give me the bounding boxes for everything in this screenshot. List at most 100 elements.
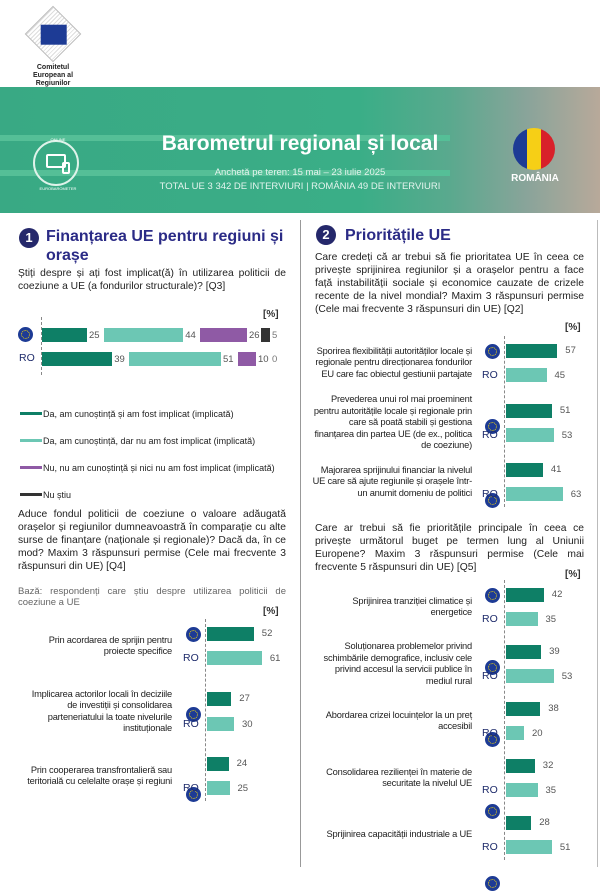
q2-chart: Sporirea flexibilității autorităților lo… [313, 336, 582, 508]
eu-bar [506, 404, 552, 418]
fieldwork-dates: Anchetă pe teren: 15 mai – 23 iulie 2025 [214, 167, 386, 178]
eu-value: 52 [261, 628, 273, 639]
bar-value: 0 [272, 354, 278, 365]
ro-value: 35 [545, 785, 557, 796]
ro-value: 25 [237, 783, 249, 794]
eu-flag-icon [186, 787, 201, 802]
ro-bar [506, 840, 552, 854]
legend-label: Nu, nu am cunoștință și nici nu am fost … [43, 462, 275, 473]
ro-value: 20 [532, 728, 543, 739]
q3-unit: [%] [263, 309, 279, 320]
ro-bar [506, 669, 554, 683]
item-label: Consolidarea rezilienței în materie de s… [326, 766, 472, 789]
ro-label: RO [183, 782, 199, 794]
eu-flag-icon [485, 732, 500, 747]
item-label: Implicarea actorilor locali în deciziile… [31, 688, 172, 734]
eu-flag-icon [186, 707, 201, 722]
badge-bottom-text: EUROBAROMETER [39, 186, 77, 191]
ro-label: RO [482, 488, 498, 500]
eu-value: 41 [550, 464, 562, 475]
eu-value: 27 [239, 693, 250, 704]
bar-value: 51 [223, 354, 234, 365]
stacked-bar-segment [261, 328, 270, 342]
eu-flag-icon [18, 327, 33, 342]
eu-bar [506, 645, 542, 659]
ro-bar [506, 726, 524, 740]
ro-bar [207, 717, 234, 731]
ro-bar [506, 487, 563, 501]
item-label: Prin acordarea de sprijin pentru proiect… [48, 634, 173, 657]
q5-question: Care ar trebui să fie prioritățile princ… [315, 523, 584, 573]
legend-item: Nu știu [20, 481, 300, 508]
eu-bar [506, 702, 541, 716]
eu-flag-icon [186, 627, 201, 642]
legend-label: Da, am cunoștință și am fost implicat (i… [43, 408, 234, 419]
q5-unit: [%] [565, 569, 581, 580]
bar-value: 44 [185, 330, 196, 341]
eu-value: 57 [565, 345, 576, 356]
monitor-icon [46, 154, 66, 168]
eu-flag-icon [485, 804, 500, 819]
interview-totals: TOTAL UE 3 342 DE INTERVIURI | ROMÂNIA 4… [159, 181, 441, 192]
cor-logo: Comitetul European al Regiunilor [22, 5, 84, 88]
page-edge [597, 220, 598, 867]
ro-label: RO [19, 352, 35, 364]
phone-icon [62, 162, 70, 174]
stacked-bar-segment [42, 328, 87, 342]
q4-chart: Prin acordarea de sprijin pentru proiect… [0, 0, 300, 867]
romania-flag-icon [513, 128, 555, 170]
ro-label: RO [482, 613, 498, 625]
legend-label: Nu știu [43, 489, 72, 500]
header-band [0, 87, 600, 213]
ro-value: 63 [570, 489, 582, 500]
q3-stacked-chart: 25 44 26 5 RO 39 51 10 0 [0, 317, 300, 385]
bar-value: 10 [258, 354, 269, 365]
bar-value: 26 [249, 330, 260, 341]
stacked-bar-segment [200, 328, 247, 342]
ro-value: 51 [559, 842, 571, 853]
legend-item: Da, am cunoștință și am fost implicat (i… [20, 400, 300, 427]
item-label: Sprijinirea tranziției climatice și ener… [352, 595, 472, 618]
page-title: Barometrul regional și local [161, 132, 439, 155]
axis-line [504, 336, 505, 507]
eu-flag-icon [485, 419, 500, 434]
stacked-bar-segment [42, 352, 113, 366]
eu-flag-icon [485, 876, 500, 891]
eu-value: 28 [539, 817, 550, 828]
q2-question: Care credeți că ar trebui să fie priorit… [315, 252, 584, 315]
item-label: Sprijinirea capacității industriale a UE [326, 829, 473, 839]
eu-bar [207, 692, 232, 706]
stacked-bar-segment [129, 352, 221, 366]
bar-value: 39 [114, 354, 125, 365]
q3-question: Știți despre și ați fost implicat(ă) în … [18, 268, 286, 292]
ro-label: RO [482, 369, 498, 381]
bar-value: 25 [89, 330, 100, 341]
eu-bar [506, 463, 543, 477]
ro-value: 45 [554, 370, 566, 381]
online-eurobarometer-badge: ONLINE EUROBAROMETER [33, 137, 79, 191]
eu-bar [207, 627, 254, 641]
section-title-1: Finanțarea UE pentru regiuni și orașe [46, 228, 284, 264]
ro-value: 53 [561, 430, 573, 441]
eu-bar [506, 588, 544, 602]
eu-bar [506, 344, 558, 358]
section-title-2: Prioritățile UE [345, 227, 451, 244]
ro-bar [506, 368, 547, 382]
ro-value: 61 [269, 653, 281, 664]
section-number-2: 2 [316, 225, 336, 245]
eu-flag-icon [485, 344, 500, 359]
ro-value: 30 [242, 719, 253, 730]
legend-item: Nu, nu am cunoștință și nici nu am fost … [20, 454, 300, 481]
ro-bar [207, 651, 262, 665]
q2-unit: [%] [565, 322, 581, 333]
eu-value: 24 [236, 758, 248, 769]
ro-label: RO [482, 841, 498, 853]
item-label: Prin cooperarea transfrontalieră sau ter… [27, 764, 172, 787]
ro-value: 35 [545, 614, 557, 625]
item-label: Prevederea unui rol mai proeminent pentr… [313, 394, 472, 450]
stacked-bar-segment [238, 352, 256, 366]
eu-bar [506, 816, 532, 830]
axis-line [41, 317, 42, 375]
ro-label: RO [482, 429, 498, 441]
item-label: Soluționarea problemelor privind schimbă… [323, 641, 473, 686]
